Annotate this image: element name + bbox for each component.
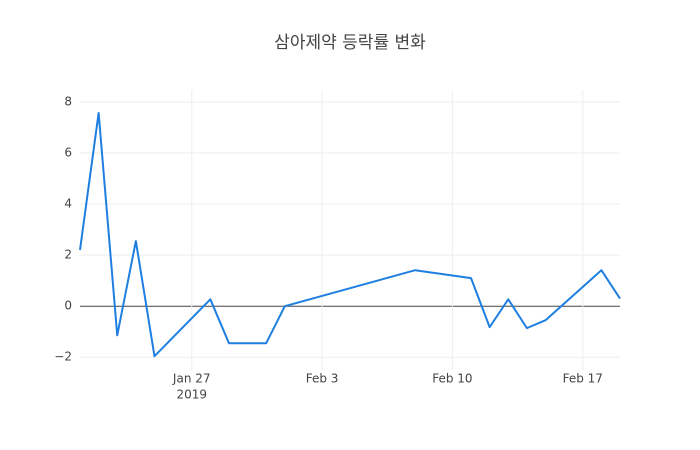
y-tick-label: 4 (64, 197, 72, 211)
x-year-label: 2019 (176, 388, 207, 402)
x-tick-label: Feb 17 (563, 372, 603, 386)
x-tick-label: Feb 3 (306, 372, 339, 386)
data-line (79, 111, 621, 358)
x-tick-label: Feb 10 (432, 372, 472, 386)
y-tick-label: 8 (64, 94, 72, 108)
y-tick-label: 2 (64, 248, 72, 262)
y-tick-label: 0 (64, 299, 72, 313)
chart-title: 삼아제약 등락률 변화 (274, 33, 426, 53)
x-tick-label: Jan 27 (172, 372, 211, 386)
y-tick-label: −2 (54, 350, 72, 364)
y-tick-label: 6 (64, 146, 72, 160)
